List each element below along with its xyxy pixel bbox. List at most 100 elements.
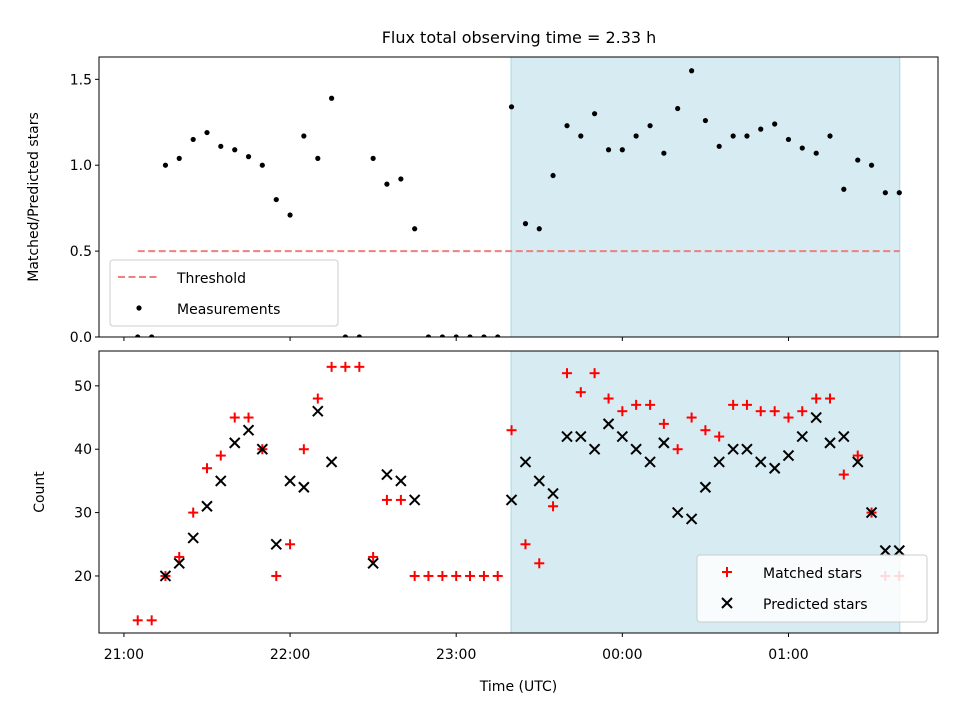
measurement-point <box>855 157 861 163</box>
legend-predicted-label: Predicted stars <box>763 597 868 613</box>
measurement-point <box>730 133 736 139</box>
matched-star-point <box>714 431 725 442</box>
predicted-star-point <box>602 418 615 430</box>
measurement-point <box>744 133 750 139</box>
y-tick-label: 50 <box>74 379 92 395</box>
matched-star-point <box>395 494 406 505</box>
measurement-point <box>453 334 459 337</box>
predicted-star-b <box>644 456 656 468</box>
legend-box <box>696 554 928 623</box>
measurement-point <box>481 334 487 337</box>
matched-star-point <box>797 406 808 417</box>
predicted-star-b <box>325 456 338 468</box>
x-tick-label: 01:00 <box>768 647 808 663</box>
predicted-star-b <box>533 475 545 487</box>
predicted-star-b <box>270 538 282 550</box>
matched-star-point <box>368 551 379 562</box>
predicted-star-b <box>381 468 393 481</box>
predicted-star-b <box>685 513 698 525</box>
measurement-point <box>827 133 833 139</box>
predicted-star-point <box>201 500 213 512</box>
predicted-star-b <box>810 411 822 424</box>
measurement-point <box>190 136 196 143</box>
matched-star-point <box>548 501 559 512</box>
matched-star-point <box>728 399 739 410</box>
matched-star-point <box>437 570 448 581</box>
measurement-point <box>785 136 792 143</box>
legend-measurements-label: Measurements <box>177 302 280 318</box>
predicted-star-point <box>256 443 269 455</box>
legend: Threshold Measurements <box>109 259 339 327</box>
predicted-star-point <box>588 443 601 455</box>
predicted-star-point <box>298 481 310 493</box>
y-tick-label: 1.0 <box>70 158 92 174</box>
measurement-point <box>813 150 819 156</box>
x-tick-label: 21:00 <box>104 647 144 663</box>
predicted-star-point <box>284 475 296 487</box>
matched-star-point <box>575 387 586 398</box>
matched-star-point <box>645 399 656 410</box>
predicted-star-b <box>256 443 269 455</box>
x-tick-label: 22:00 <box>270 647 310 663</box>
measurement-point <box>356 334 362 337</box>
matched-star-point <box>243 412 254 423</box>
measurement-point <box>675 105 681 112</box>
matched-star-point <box>672 444 683 455</box>
matched-star-point <box>603 393 614 404</box>
predicted-star-b <box>768 462 781 474</box>
predicted-star-b <box>865 506 878 519</box>
matched-star-point <box>146 615 157 626</box>
predicted-star-b <box>312 405 324 417</box>
predicted-star-b <box>727 443 739 455</box>
predicted-star-b <box>602 418 615 430</box>
predicted-star-point <box>505 494 518 506</box>
matched-star-point <box>825 393 836 404</box>
matched-star-point <box>312 393 323 404</box>
measurement-point <box>772 121 778 127</box>
measurement-point <box>245 154 252 160</box>
measurement-point <box>204 129 210 136</box>
plot-area <box>135 68 902 337</box>
predicted-star-b <box>284 475 296 487</box>
predicted-star-point <box>575 430 587 443</box>
matched-star-point <box>838 469 849 480</box>
x-tick-label: 23:00 <box>436 647 476 663</box>
predicted-star-b <box>215 475 227 487</box>
x-axis-label: Time (UTC) <box>479 679 557 695</box>
measurement-point <box>605 147 612 153</box>
measurement-point <box>425 334 432 337</box>
predicted-star-point <box>893 544 905 557</box>
observing-span <box>510 56 901 338</box>
measurement-point <box>398 176 404 182</box>
measurement-point <box>135 334 141 337</box>
predicted-star-b <box>588 443 601 455</box>
measurement-point <box>162 162 169 168</box>
y-tick-label: 0.0 <box>70 330 92 346</box>
measurement-point <box>716 143 722 149</box>
matched-star-point <box>340 361 351 372</box>
predicted-star-point <box>699 481 712 493</box>
measurement-point <box>550 172 556 179</box>
matched-star-point <box>464 570 475 581</box>
matched-star-point <box>658 418 669 429</box>
predicted-star-b <box>159 570 172 582</box>
measurement-point <box>702 117 709 124</box>
matched-star-point <box>520 539 531 550</box>
y-tick-label: 30 <box>74 506 92 522</box>
measurement-point <box>647 123 653 129</box>
predicted-star-point <box>852 456 864 468</box>
predicted-star-b <box>616 430 629 443</box>
matched-star-point <box>271 570 282 581</box>
matched-star-point <box>562 368 573 379</box>
y-axis-label: Count <box>32 471 48 513</box>
matched-star-point <box>492 570 503 581</box>
measurement-point <box>799 145 805 151</box>
measurement-point <box>412 226 418 232</box>
matched-star-point <box>589 368 600 379</box>
matched-star-point <box>298 444 309 455</box>
predicted-star-b <box>505 494 518 506</box>
matched-star-point <box>534 558 545 569</box>
ratio-panel: 0.0 0.5 1.0 1.5 Matched/Predicted stars Thres… <box>26 56 939 346</box>
legend-measurements-swatch <box>136 305 142 311</box>
matched-star-point <box>783 412 794 423</box>
